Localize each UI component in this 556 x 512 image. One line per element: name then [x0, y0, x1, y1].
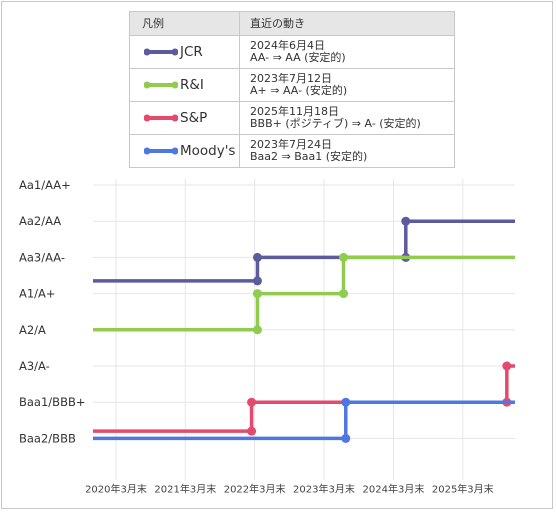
legend-change-date: 2023年7月12日	[250, 72, 332, 85]
series-point	[252, 252, 262, 262]
legend-series-name: R&I	[180, 77, 204, 93]
legend-desc-cell: 2023年7月12日 A+ ⇒ AA- (安定的)	[239, 68, 455, 102]
legend-series-cell: Moody's	[129, 134, 240, 168]
x-tick-label: 2021年3月末	[154, 482, 216, 495]
y-tick-label: Aa1/AA+	[19, 178, 71, 192]
legend-change-date: 2025年11月18日	[250, 105, 339, 118]
series-point	[339, 252, 349, 262]
legend-series-name: Moody's	[180, 143, 236, 159]
series-point	[401, 216, 411, 226]
legend-row: S&P 2025年11月18日 BBB+ (ポジティブ) ⇒ A- (安定的)	[129, 101, 455, 135]
legend-desc-cell: 2023年7月24日 Baa2 ⇒ Baa1 (安定的)	[239, 134, 455, 168]
series-point	[247, 397, 257, 407]
legend-swatch-icon	[144, 81, 178, 89]
series-line	[93, 400, 515, 441]
y-tick-label: A2/A	[19, 323, 46, 337]
legend-row: R&I 2023年7月12日 A+ ⇒ AA- (安定的)	[129, 68, 455, 102]
x-tick-label: 2024年3月末	[363, 482, 425, 495]
legend-swatch-icon	[144, 48, 178, 56]
y-tick-label: A3/A-	[19, 359, 50, 373]
legend-change-text: Baa2 ⇒ Baa1 (安定的)	[250, 150, 368, 163]
legend-change-text: A+ ⇒ AA- (安定的)	[250, 84, 348, 97]
series-line	[93, 219, 515, 283]
series-point	[252, 276, 262, 286]
series-point	[247, 426, 257, 436]
y-tick-label: Aa3/AA-	[19, 250, 65, 264]
y-tick-label: A1/A+	[19, 287, 56, 301]
series-point	[252, 289, 262, 299]
x-tick-label: 2022年3月末	[224, 482, 286, 495]
y-tick-label: Baa1/BBB+	[19, 395, 85, 409]
legend-header-desc: 直近の動き	[239, 11, 455, 36]
series-line	[93, 364, 515, 433]
legend-series-name: S&P	[180, 110, 208, 126]
y-tick-label: Aa2/AA	[19, 214, 61, 228]
legend-change-date: 2024年6月4日	[250, 39, 325, 52]
legend-swatch-icon	[144, 147, 178, 155]
series-point	[339, 289, 349, 299]
series-point	[341, 397, 351, 407]
series-line	[93, 255, 515, 332]
legend-series-name: JCR	[180, 44, 203, 60]
legend-change-text: AA- ⇒ AA (安定的)	[250, 51, 346, 64]
series-point	[252, 325, 262, 335]
legend-row: Moody's 2023年7月24日 Baa2 ⇒ Baa1 (安定的)	[129, 134, 455, 168]
series-point	[341, 433, 351, 443]
x-tick-label: 2023年3月末	[293, 482, 355, 495]
x-tick-label: 2025年3月末	[432, 482, 494, 495]
legend-table: 凡例 直近の動き JCR 2024年6月4日 AA- ⇒ AA (安定的) R&I 20…	[129, 11, 455, 168]
legend-change-text: BBB+ (ポジティブ) ⇒ A- (安定的)	[250, 117, 421, 130]
legend-swatch-icon	[144, 114, 178, 122]
x-tick-label: 2020年3月末	[85, 482, 147, 495]
legend-change-date: 2023年7月24日	[250, 138, 332, 151]
y-tick-label: Baa2/BBB	[19, 431, 76, 445]
series-point	[502, 361, 512, 371]
legend-desc-cell: 2025年11月18日 BBB+ (ポジティブ) ⇒ A- (安定的)	[239, 101, 455, 135]
